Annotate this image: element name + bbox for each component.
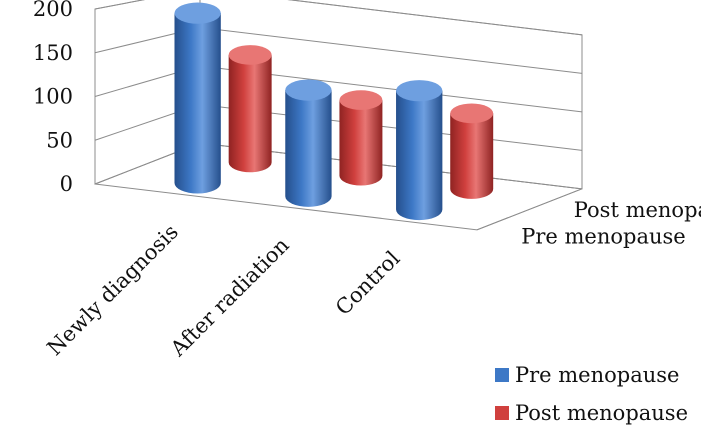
bar-pre-1-top (285, 79, 332, 101)
y-tick-label: 200 (33, 0, 73, 21)
y-tick-label: 100 (33, 85, 73, 109)
bar-post-0-top (228, 45, 272, 65)
category-label: Control (331, 246, 405, 320)
bar-pre-0 (174, 13, 221, 194)
category-label: Newly diagnosis (43, 220, 183, 360)
bar-post-1-top (339, 90, 383, 110)
bar-post-1 (339, 100, 383, 186)
depth-label: Post menopause (574, 198, 701, 222)
bar-pre-2 (396, 90, 443, 221)
legend-label: Post menopause (515, 401, 688, 425)
legend-swatch (495, 368, 509, 382)
bar-pre-1 (285, 90, 332, 207)
depth-label: Pre menopause (521, 225, 685, 249)
gridline (94, 0, 583, 36)
y-tick-label: 0 (60, 172, 73, 196)
depth-axis (476, 188, 583, 231)
bar-pre-2-top (396, 80, 443, 102)
legend-label: Pre menopause (515, 363, 679, 387)
category-label: After radiation (165, 233, 293, 361)
bar-post-0 (228, 54, 272, 173)
bar-pre-0-top (174, 2, 221, 24)
bar-post-2-top (450, 103, 494, 124)
y-tick-label: 150 (33, 41, 73, 65)
y-tick-label: 50 (46, 128, 73, 152)
legend-swatch (495, 406, 509, 420)
bar-post-2 (450, 113, 494, 199)
